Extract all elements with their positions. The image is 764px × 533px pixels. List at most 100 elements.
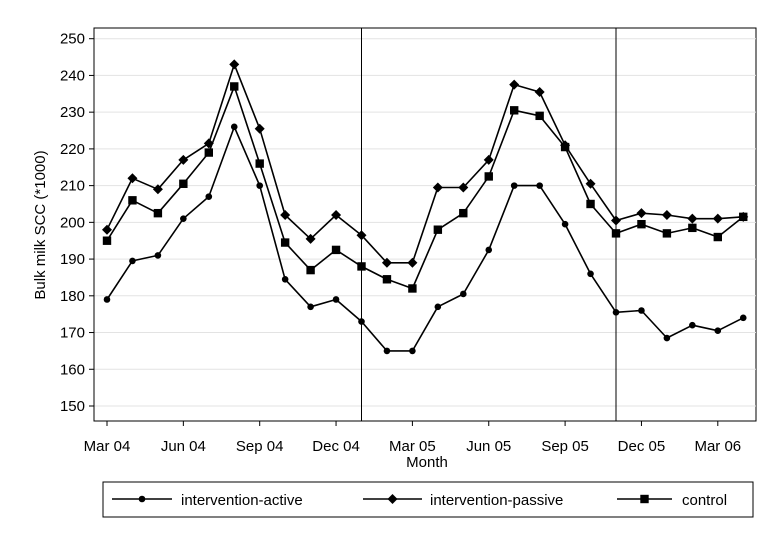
x-tick-label: Dec 04	[312, 438, 360, 455]
data-point	[179, 179, 188, 188]
data-point	[407, 257, 418, 268]
data-point	[561, 220, 569, 228]
legend-marker	[138, 495, 146, 503]
data-point	[433, 225, 443, 234]
data-point	[102, 224, 112, 235]
y-tick-label: 150	[60, 398, 85, 415]
data-point	[229, 59, 240, 70]
data-point	[510, 182, 518, 189]
data-point	[485, 246, 493, 254]
y-tick-label: 200	[60, 214, 85, 231]
data-point	[332, 296, 340, 303]
x-tick-label: Mar 06	[694, 438, 741, 455]
data-point	[127, 173, 138, 184]
data-point	[255, 159, 264, 168]
series-line-intervention-active	[106, 126, 744, 352]
legend-label: control	[682, 492, 727, 509]
series-line-intervention-passive	[106, 63, 744, 264]
series-line-control	[106, 85, 744, 290]
y-tick-label: 170	[60, 325, 85, 342]
legend: intervention-active intervention-passive c…	[102, 481, 754, 518]
data-point	[611, 215, 621, 226]
data-point	[280, 210, 291, 221]
data-point	[230, 123, 238, 131]
legend-item-control: control	[617, 492, 727, 509]
legend-item-intervention-active: intervention-active	[112, 492, 303, 509]
data-point	[536, 182, 543, 189]
data-point	[408, 284, 417, 293]
x-tick-label: Jun 04	[161, 438, 206, 455]
data-point	[129, 257, 136, 265]
data-point	[585, 178, 596, 189]
data-point	[586, 199, 595, 209]
y-tick-label: 190	[60, 251, 85, 268]
y-tick-label: 230	[60, 104, 85, 121]
data-point	[638, 307, 645, 314]
data-point	[587, 270, 594, 278]
data-point	[636, 208, 647, 219]
data-point	[661, 210, 672, 221]
data-point	[509, 79, 520, 90]
x-tick-label: Mar 05	[389, 438, 436, 455]
data-point	[307, 303, 314, 311]
data-point	[128, 196, 137, 205]
data-point	[256, 182, 264, 189]
data-point	[432, 182, 443, 193]
y-axis-title: Bulk milk SCC (*1000)	[32, 150, 49, 299]
data-point	[483, 154, 494, 165]
y-tick-label: 180	[60, 288, 85, 305]
legend-label: intervention-active	[181, 492, 303, 509]
data-point	[510, 106, 519, 115]
data-point	[560, 142, 570, 152]
x-tick-label: Jun 05	[466, 438, 511, 455]
y-axis: 150 160 170 180 190 200 210 220 230 240 250	[60, 28, 95, 421]
y-tick-label: 240	[60, 67, 85, 84]
data-point	[331, 210, 342, 221]
data-point	[180, 215, 187, 222]
legend-marker	[640, 494, 649, 504]
data-point	[534, 86, 545, 97]
data-point	[381, 257, 392, 268]
legend-marker	[387, 494, 398, 504]
data-point	[662, 229, 672, 238]
y-tick-label: 220	[60, 141, 85, 158]
series-intervention-active	[103, 123, 747, 355]
x-tick-label: Sep 04	[236, 438, 284, 455]
data-point	[230, 82, 239, 91]
data-point	[178, 154, 189, 165]
data-point	[409, 347, 416, 355]
y-tick-label: 160	[60, 361, 85, 378]
x-tick-label: Dec 05	[618, 438, 666, 455]
data-point	[484, 172, 493, 181]
data-point	[306, 265, 315, 275]
data-point	[102, 236, 112, 245]
data-point	[154, 252, 162, 259]
data-point	[459, 208, 468, 218]
data-point	[331, 245, 341, 255]
data-point	[305, 233, 316, 244]
y-tick-label: 210	[60, 178, 85, 195]
legend-item-intervention-passive: intervention-passive	[363, 492, 563, 509]
series-control	[102, 82, 748, 293]
data-point	[689, 321, 696, 329]
x-tick-label: Sep 05	[541, 438, 589, 455]
data-point	[687, 213, 698, 224]
gridlines	[94, 38, 756, 407]
data-point	[152, 184, 163, 195]
data-point	[663, 334, 671, 342]
data-point	[382, 275, 392, 284]
data-point	[383, 347, 391, 355]
y-tick-label: 250	[60, 31, 85, 48]
data-point	[281, 275, 289, 283]
x-axis: Mar 04 Jun 04 Sep 04 Dec 04 Mar 05 Jun 05 Sep …	[84, 420, 756, 455]
data-point	[535, 111, 544, 121]
data-point	[611, 229, 621, 238]
data-point	[688, 223, 697, 233]
data-point	[254, 123, 265, 134]
x-axis-title: Month	[406, 454, 448, 471]
data-point	[205, 193, 213, 200]
data-point	[612, 309, 620, 316]
x-tick-label: Mar 04	[84, 438, 131, 455]
data-point	[712, 213, 723, 224]
